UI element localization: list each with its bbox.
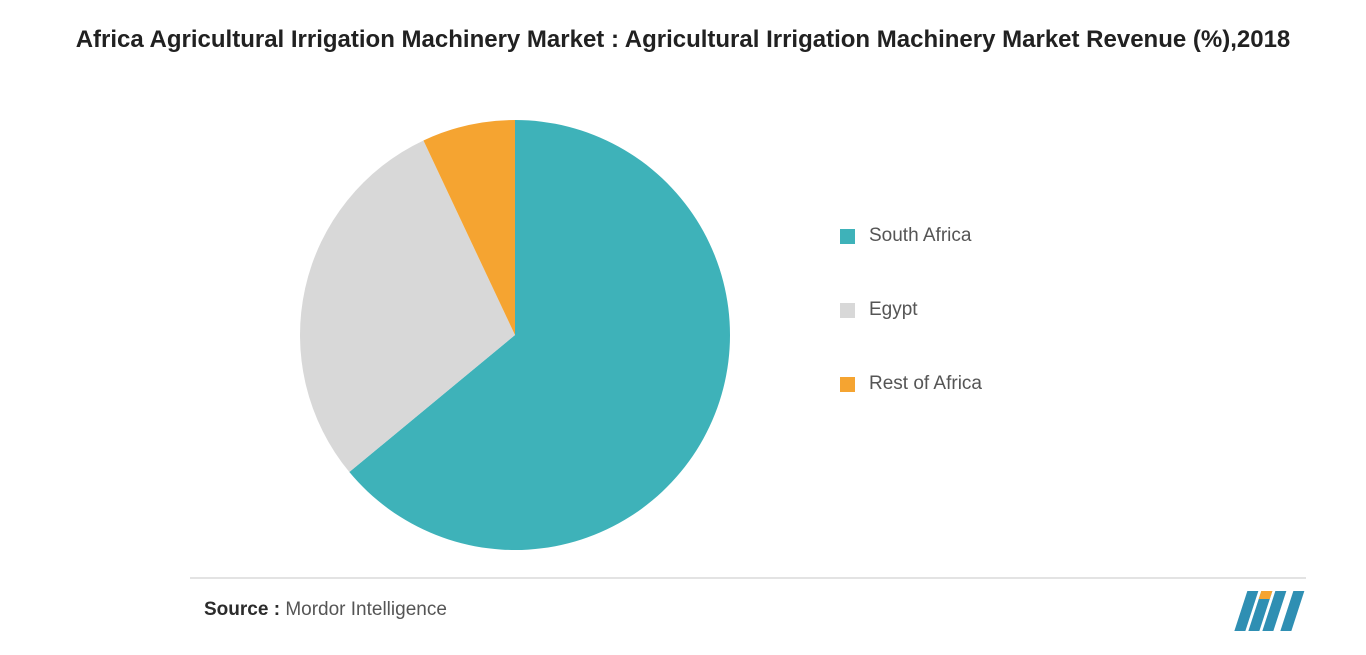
- source-name: Mordor Intelligence: [285, 599, 447, 620]
- chart-title: Africa Agricultural Irrigation Machinery…: [0, 24, 1366, 56]
- legend: South Africa Egypt Rest of Africa: [840, 225, 982, 395]
- legend-label: Egypt: [869, 299, 918, 321]
- chart-container: Africa Agricultural Irrigation Machinery…: [0, 0, 1366, 655]
- source-line: Source : Mordor Intelligence: [204, 599, 447, 621]
- legend-swatch: [840, 377, 855, 392]
- legend-item-0: South Africa: [840, 225, 982, 247]
- divider: [190, 577, 1306, 579]
- legend-label: Rest of Africa: [869, 373, 982, 395]
- chart-area: South Africa Egypt Rest of Africa: [0, 110, 1366, 550]
- pie-chart: [300, 120, 730, 550]
- source-prefix: Source :: [204, 599, 285, 620]
- legend-label: South Africa: [869, 225, 971, 247]
- legend-item-2: Rest of Africa: [840, 373, 982, 395]
- mordor-logo: [1234, 589, 1306, 633]
- legend-swatch: [840, 303, 855, 318]
- legend-item-1: Egypt: [840, 299, 982, 321]
- legend-swatch: [840, 229, 855, 244]
